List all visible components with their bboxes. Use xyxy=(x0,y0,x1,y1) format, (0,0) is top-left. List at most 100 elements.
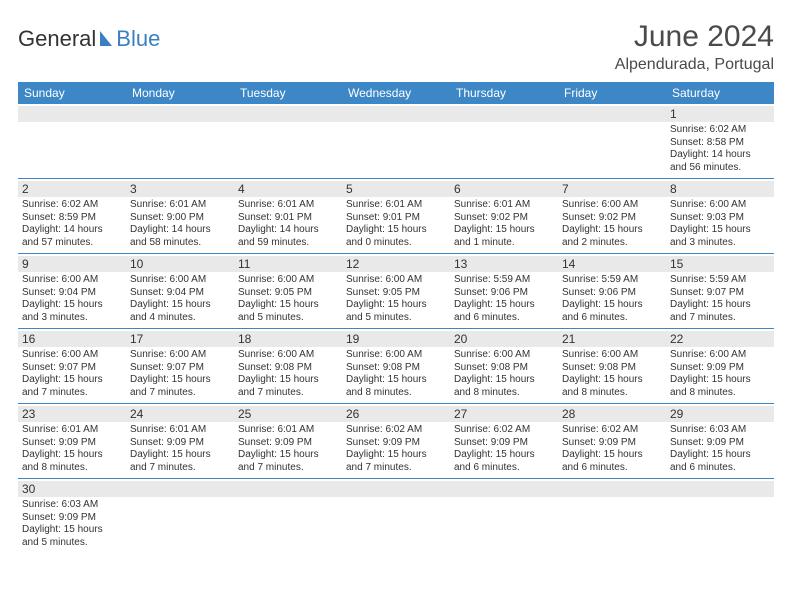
daylight-text: Daylight: 15 hours and 5 minutes. xyxy=(22,524,122,549)
daylight-text: Daylight: 15 hours and 7 minutes. xyxy=(238,374,338,399)
sunrise-text: Sunrise: 6:01 AM xyxy=(130,424,230,437)
day-details: Sunrise: 6:00 AMSunset: 9:04 PMDaylight:… xyxy=(22,274,122,324)
day-number: 21 xyxy=(558,331,666,347)
sunset-text: Sunset: 9:09 PM xyxy=(22,512,122,525)
sunrise-text: Sunrise: 6:01 AM xyxy=(346,199,446,212)
sunset-text: Sunset: 9:02 PM xyxy=(562,212,662,225)
week-row: 9Sunrise: 6:00 AMSunset: 9:04 PMDaylight… xyxy=(18,254,774,329)
day-cell: 20Sunrise: 6:00 AMSunset: 9:08 PMDayligh… xyxy=(450,329,558,403)
day-number: 6 xyxy=(450,181,558,197)
sunrise-text: Sunrise: 6:01 AM xyxy=(130,199,230,212)
logo: General Blue xyxy=(18,26,160,52)
day-number-empty xyxy=(126,481,234,497)
day-cell: 27Sunrise: 6:02 AMSunset: 9:09 PMDayligh… xyxy=(450,404,558,478)
day-details: Sunrise: 6:00 AMSunset: 9:09 PMDaylight:… xyxy=(670,349,770,399)
day-number: 26 xyxy=(342,406,450,422)
day-cell: 28Sunrise: 6:02 AMSunset: 9:09 PMDayligh… xyxy=(558,404,666,478)
daylight-text: Daylight: 15 hours and 8 minutes. xyxy=(562,374,662,399)
empty-cell xyxy=(18,104,126,178)
day-number: 1 xyxy=(666,106,774,122)
day-details: Sunrise: 6:00 AMSunset: 9:02 PMDaylight:… xyxy=(562,199,662,249)
day-details: Sunrise: 6:02 AMSunset: 8:59 PMDaylight:… xyxy=(22,199,122,249)
sunset-text: Sunset: 9:01 PM xyxy=(238,212,338,225)
day-number: 8 xyxy=(666,181,774,197)
day-cell: 2Sunrise: 6:02 AMSunset: 8:59 PMDaylight… xyxy=(18,179,126,253)
sunset-text: Sunset: 9:07 PM xyxy=(130,362,230,375)
sunrise-text: Sunrise: 5:59 AM xyxy=(670,274,770,287)
empty-cell xyxy=(666,479,774,553)
day-header-cell: Saturday xyxy=(666,82,774,104)
logo-text-general: General xyxy=(18,26,96,52)
daylight-text: Daylight: 15 hours and 6 minutes. xyxy=(562,299,662,324)
day-header-cell: Wednesday xyxy=(342,82,450,104)
day-cell: 16Sunrise: 6:00 AMSunset: 9:07 PMDayligh… xyxy=(18,329,126,403)
day-header-row: SundayMondayTuesdayWednesdayThursdayFrid… xyxy=(18,82,774,104)
daylight-text: Daylight: 15 hours and 6 minutes. xyxy=(670,449,770,474)
day-cell: 24Sunrise: 6:01 AMSunset: 9:09 PMDayligh… xyxy=(126,404,234,478)
day-number: 5 xyxy=(342,181,450,197)
day-number: 20 xyxy=(450,331,558,347)
sunrise-text: Sunrise: 6:00 AM xyxy=(454,349,554,362)
day-cell: 29Sunrise: 6:03 AMSunset: 9:09 PMDayligh… xyxy=(666,404,774,478)
day-number-empty xyxy=(234,481,342,497)
day-number: 28 xyxy=(558,406,666,422)
day-cell: 3Sunrise: 6:01 AMSunset: 9:00 PMDaylight… xyxy=(126,179,234,253)
day-cell: 10Sunrise: 6:00 AMSunset: 9:04 PMDayligh… xyxy=(126,254,234,328)
header-row: General Blue June 2024 Alpendurada, Port… xyxy=(18,20,774,74)
month-title: June 2024 xyxy=(615,20,774,54)
day-cell: 6Sunrise: 6:01 AMSunset: 9:02 PMDaylight… xyxy=(450,179,558,253)
sunrise-text: Sunrise: 6:02 AM xyxy=(22,199,122,212)
day-number-empty xyxy=(342,106,450,122)
day-number: 4 xyxy=(234,181,342,197)
day-details: Sunrise: 6:01 AMSunset: 9:09 PMDaylight:… xyxy=(130,424,230,474)
daylight-text: Daylight: 15 hours and 7 minutes. xyxy=(670,299,770,324)
week-row: 2Sunrise: 6:02 AMSunset: 8:59 PMDaylight… xyxy=(18,179,774,254)
title-block: June 2024 Alpendurada, Portugal xyxy=(615,20,774,74)
day-number: 11 xyxy=(234,256,342,272)
day-cell: 1Sunrise: 6:02 AMSunset: 8:58 PMDaylight… xyxy=(666,104,774,178)
empty-cell xyxy=(234,479,342,553)
day-number: 27 xyxy=(450,406,558,422)
day-details: Sunrise: 5:59 AMSunset: 9:06 PMDaylight:… xyxy=(562,274,662,324)
day-number: 19 xyxy=(342,331,450,347)
day-number: 13 xyxy=(450,256,558,272)
day-cell: 22Sunrise: 6:00 AMSunset: 9:09 PMDayligh… xyxy=(666,329,774,403)
day-header-cell: Friday xyxy=(558,82,666,104)
daylight-text: Daylight: 15 hours and 2 minutes. xyxy=(562,224,662,249)
day-cell: 21Sunrise: 6:00 AMSunset: 9:08 PMDayligh… xyxy=(558,329,666,403)
sunset-text: Sunset: 9:09 PM xyxy=(346,437,446,450)
day-details: Sunrise: 6:01 AMSunset: 9:09 PMDaylight:… xyxy=(238,424,338,474)
sunrise-text: Sunrise: 6:00 AM xyxy=(130,349,230,362)
sunrise-text: Sunrise: 6:00 AM xyxy=(130,274,230,287)
day-details: Sunrise: 5:59 AMSunset: 9:06 PMDaylight:… xyxy=(454,274,554,324)
week-row: 1Sunrise: 6:02 AMSunset: 8:58 PMDaylight… xyxy=(18,104,774,179)
sunset-text: Sunset: 9:09 PM xyxy=(238,437,338,450)
day-number-empty xyxy=(234,106,342,122)
day-number: 25 xyxy=(234,406,342,422)
sunrise-text: Sunrise: 6:00 AM xyxy=(238,349,338,362)
empty-cell xyxy=(558,479,666,553)
day-header-cell: Thursday xyxy=(450,82,558,104)
empty-cell xyxy=(450,104,558,178)
daylight-text: Daylight: 15 hours and 1 minute. xyxy=(454,224,554,249)
day-number-empty xyxy=(558,106,666,122)
day-details: Sunrise: 6:03 AMSunset: 9:09 PMDaylight:… xyxy=(22,499,122,549)
daylight-text: Daylight: 15 hours and 6 minutes. xyxy=(562,449,662,474)
sunrise-text: Sunrise: 6:01 AM xyxy=(454,199,554,212)
day-number-empty xyxy=(450,106,558,122)
day-number: 30 xyxy=(18,481,126,497)
daylight-text: Daylight: 15 hours and 5 minutes. xyxy=(238,299,338,324)
day-details: Sunrise: 6:00 AMSunset: 9:08 PMDaylight:… xyxy=(238,349,338,399)
sunrise-text: Sunrise: 6:00 AM xyxy=(22,349,122,362)
empty-cell xyxy=(126,479,234,553)
sail-icon xyxy=(98,30,114,48)
day-number: 7 xyxy=(558,181,666,197)
day-cell: 26Sunrise: 6:02 AMSunset: 9:09 PMDayligh… xyxy=(342,404,450,478)
day-number-empty xyxy=(450,481,558,497)
sunrise-text: Sunrise: 6:02 AM xyxy=(670,124,770,137)
daylight-text: Daylight: 14 hours and 59 minutes. xyxy=(238,224,338,249)
day-details: Sunrise: 6:03 AMSunset: 9:09 PMDaylight:… xyxy=(670,424,770,474)
day-cell: 7 Sunrise: 6:00 AMSunset: 9:02 PMDaylight… xyxy=(558,179,666,253)
daylight-text: Daylight: 15 hours and 8 minutes. xyxy=(22,449,122,474)
sunset-text: Sunset: 9:03 PM xyxy=(670,212,770,225)
